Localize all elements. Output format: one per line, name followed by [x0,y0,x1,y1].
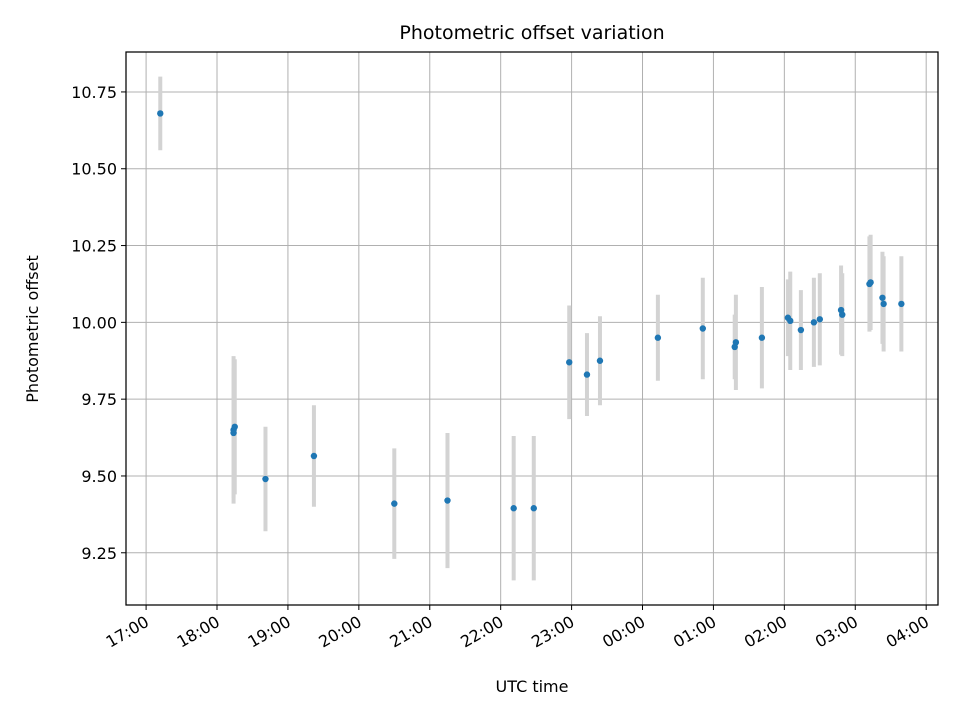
data-point [530,505,537,512]
data-point [810,319,818,326]
y-tick-label: 10.75 [71,83,117,102]
data-point [510,505,517,512]
data-point [898,300,905,308]
data-point [230,429,237,437]
data-point [566,359,573,366]
y-tick-label: 10.50 [71,160,117,179]
data-point [583,371,591,378]
data-point [816,316,824,323]
data-point [654,334,662,341]
data-point [758,334,766,341]
data-point [231,423,238,431]
data-point [699,325,706,332]
chart-title: Photometric offset variation [399,22,664,44]
data-point [732,339,740,346]
y-tick-label: 10.25 [71,237,117,256]
data-points [157,110,905,512]
data-point [880,300,887,308]
data-point [444,497,451,504]
y-tick-label: 10.00 [71,313,117,332]
data-point [797,326,805,334]
data-point [596,357,604,364]
data-point [879,294,886,301]
plot-frame [125,51,939,606]
data-point [262,475,269,483]
data-point [839,311,846,318]
x-axis-title: UTC time [496,677,569,696]
y-axis-title: Photometric offset [23,255,42,403]
data-point [867,279,874,286]
data-point [310,452,318,460]
data-point [157,110,164,117]
y-tick-label: 9.25 [81,544,117,563]
data-point [391,500,398,507]
y-tick-label: 9.50 [81,467,117,486]
y-tick-label: 9.75 [81,390,117,409]
data-point [787,317,794,325]
